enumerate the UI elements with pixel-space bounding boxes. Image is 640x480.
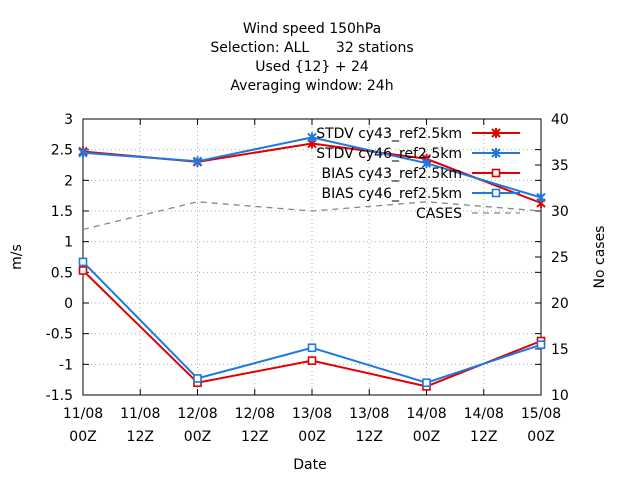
legend-item-3: BIAS cy43_ref2.5km bbox=[322, 166, 520, 182]
series-line bbox=[82, 201, 542, 231]
data-point bbox=[536, 192, 546, 203]
series bbox=[78, 132, 546, 391]
data-point bbox=[307, 132, 317, 143]
y-tick-label: 1.5 bbox=[51, 204, 73, 220]
x-tick-label-date: 11/08 bbox=[120, 406, 160, 422]
y-tick-label: -0.5 bbox=[46, 327, 73, 343]
y2-tick-label: 25 bbox=[551, 250, 569, 266]
x-tick-label-date: 13/08 bbox=[292, 406, 332, 422]
legend-marker bbox=[491, 188, 501, 198]
series-4 bbox=[78, 257, 546, 388]
y-tick-label: 3 bbox=[64, 112, 73, 128]
data-point bbox=[536, 340, 546, 350]
data-point bbox=[193, 374, 202, 383]
data-point bbox=[192, 156, 203, 167]
y2-tick-label: 40 bbox=[551, 112, 569, 128]
x-tick-label-date: 11/08 bbox=[63, 406, 103, 422]
data-point bbox=[78, 257, 88, 267]
x-tick-label-hour: 00Z bbox=[298, 429, 325, 445]
x-tick-label-date: 15/08 bbox=[521, 406, 561, 422]
x-tick-label-hour: 12Z bbox=[127, 429, 154, 445]
y-tick-label: -1 bbox=[59, 357, 73, 373]
title-line-3: Used {12} + 24 bbox=[255, 59, 369, 75]
y2-axis: 10 15 20 25 30 35 40 bbox=[535, 112, 569, 404]
legend-label: BIAS cy43_ref2.5km bbox=[322, 166, 462, 182]
y2-tick-label: 35 bbox=[551, 158, 569, 174]
data-point bbox=[421, 158, 432, 169]
legend-label: CASES bbox=[416, 206, 462, 222]
y2-axis-label: No cases bbox=[592, 226, 608, 289]
title-line-2: Selection: ALL 32 stations bbox=[210, 40, 413, 56]
legend-item-4: BIAS cy46_ref2.5km bbox=[322, 186, 520, 202]
y-tick-label: 0.5 bbox=[51, 265, 73, 281]
x-tick-label-hour: 00Z bbox=[184, 429, 211, 445]
x-tick-label-hour: 12Z bbox=[470, 429, 497, 445]
data-point bbox=[78, 147, 88, 158]
y-tick-label: 2.5 bbox=[51, 143, 73, 159]
legend-label: BIAS cy46_ref2.5km bbox=[322, 186, 462, 202]
legend-label: STDV cy46_ref2.5km bbox=[316, 146, 462, 162]
legend: STDV cy43_ref2.5km STDV cy46_ref2.5km BIAS… bbox=[316, 126, 520, 222]
y2-tick-label: 15 bbox=[551, 342, 569, 358]
title-line-1: Wind speed 150hPa bbox=[243, 21, 381, 37]
legend-marker bbox=[491, 128, 501, 138]
x-tick-label-date: 12/08 bbox=[177, 406, 217, 422]
data-point bbox=[307, 356, 317, 365]
title-line-4: Averaging window: 24h bbox=[230, 78, 393, 94]
series-2 bbox=[78, 132, 546, 203]
x-tick-label-hour: 00Z bbox=[69, 429, 96, 445]
x-tick-label-hour: 12Z bbox=[356, 429, 383, 445]
y-tick-label: -1.5 bbox=[46, 388, 73, 404]
y-tick-label: 1 bbox=[64, 235, 73, 251]
legend-item-5: CASES bbox=[416, 206, 520, 222]
x-tick-label-date: 13/08 bbox=[349, 406, 389, 422]
legend-marker bbox=[491, 168, 501, 178]
y2-tick-label: 10 bbox=[551, 388, 569, 404]
data-point bbox=[307, 343, 317, 353]
plot-frame bbox=[82, 118, 542, 396]
chart-title: Wind speed 150hPa Selection: ALL 32 stati… bbox=[210, 21, 413, 94]
y2-tick-label: 20 bbox=[551, 296, 569, 312]
x-axis-label: Date bbox=[293, 457, 326, 473]
x-tick-label-hour: 00Z bbox=[527, 429, 554, 445]
y-axis: -1.5 -1 -0.5 0 0.5 1 1.5 2 2.5 3 bbox=[46, 112, 541, 404]
x-axis: 11/08 00Z 11/08 12Z 12/08 00Z 12/08 12Z 13/08 00Z… bbox=[63, 119, 561, 445]
y-tick-label: 0 bbox=[64, 296, 73, 312]
x-tick-label-date: 14/08 bbox=[464, 406, 504, 422]
legend-item-1: STDV cy43_ref2.5km bbox=[316, 126, 520, 142]
y2-tick-label: 30 bbox=[551, 204, 569, 220]
x-tick-label-date: 12/08 bbox=[235, 406, 275, 422]
x-tick-label-hour: 00Z bbox=[413, 429, 440, 445]
x-tick-label-date: 14/08 bbox=[406, 406, 446, 422]
data-point bbox=[422, 378, 431, 388]
legend-label: STDV cy43_ref2.5km bbox=[316, 126, 462, 142]
series-5 bbox=[82, 201, 542, 231]
y-axis-label: m/s bbox=[9, 244, 25, 270]
legend-item-2: STDV cy46_ref2.5km bbox=[316, 146, 520, 162]
data-point bbox=[78, 266, 88, 275]
y-tick-label: 2 bbox=[64, 173, 73, 189]
legend-marker bbox=[491, 148, 501, 158]
grid bbox=[83, 119, 541, 395]
x-tick-label-hour: 12Z bbox=[241, 429, 268, 445]
